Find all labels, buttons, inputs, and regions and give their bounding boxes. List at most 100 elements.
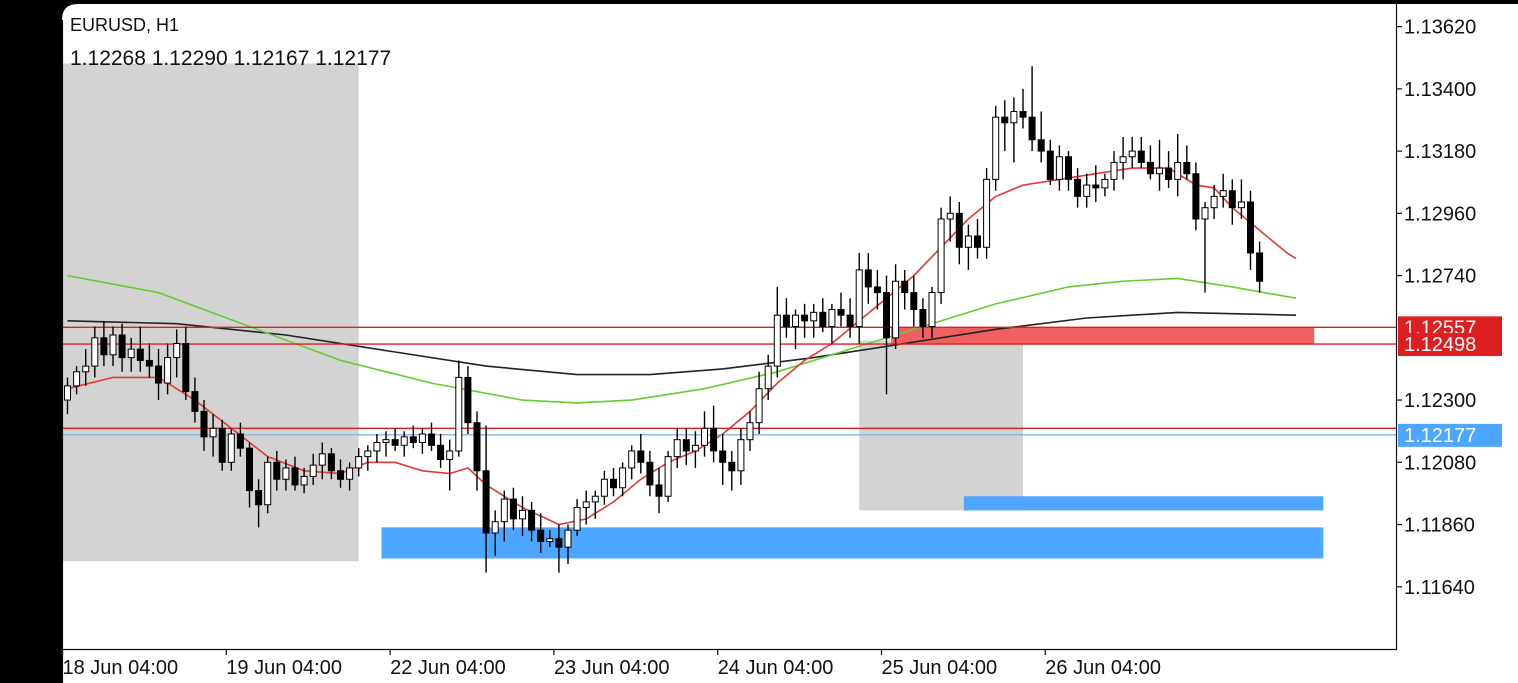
candle-124 xyxy=(1192,162,1200,231)
candle-29 xyxy=(327,448,335,480)
candle-110 xyxy=(1065,151,1072,191)
candle-0 xyxy=(64,377,71,415)
candle-102 xyxy=(992,105,1000,191)
candle-6 xyxy=(118,323,126,372)
candle-20 xyxy=(246,442,253,508)
candle-body-113 xyxy=(1092,184,1100,189)
candle-55 xyxy=(564,524,572,565)
price-axis[interactable]: 1.13620 1.13400 1.13180 1.12960 1.12740 1.123… xyxy=(1396,17,1476,599)
candle-129 xyxy=(1237,179,1245,219)
candle-25 xyxy=(291,456,299,491)
candle-109 xyxy=(1055,145,1063,191)
candle-13 xyxy=(182,326,190,401)
candle-body-52 xyxy=(537,529,545,542)
candle-4 xyxy=(100,320,108,367)
candle-body-88 xyxy=(864,269,872,288)
y-tick-label-2: 1.13180 xyxy=(1404,141,1476,163)
candle-19 xyxy=(236,422,244,457)
y-tick-label-3: 1.12960 xyxy=(1404,203,1476,225)
candle-106 xyxy=(1028,66,1036,152)
candle-body-24 xyxy=(282,467,290,480)
candle-57 xyxy=(582,490,590,525)
y-tick-label-8: 1.11640 xyxy=(1404,577,1475,599)
candle-90 xyxy=(883,275,890,395)
candle-126 xyxy=(1210,185,1218,219)
candle-body-22 xyxy=(264,461,272,506)
candle-80 xyxy=(792,309,799,350)
candle-body-4 xyxy=(100,337,108,356)
candle-body-15 xyxy=(200,410,208,438)
candle-body-104 xyxy=(1010,111,1018,124)
candle-70 xyxy=(701,411,708,457)
candle-body-36 xyxy=(391,439,399,446)
candle-body-60 xyxy=(610,478,617,489)
candle-body-105 xyxy=(1019,111,1027,118)
candle-1 xyxy=(73,366,81,395)
candle-body-127 xyxy=(1219,190,1227,197)
time-axis[interactable]: 18 Jun 04:00 19 Jun 04:00 22 Jun 04:00 23 J… xyxy=(61,649,1161,679)
candle-body-50 xyxy=(519,509,526,520)
candle-body-20 xyxy=(246,447,253,492)
candle-body-129 xyxy=(1237,201,1245,209)
candle-81 xyxy=(801,303,809,338)
candle-body-74 xyxy=(737,439,745,472)
candle-44 xyxy=(464,366,472,434)
candle-56 xyxy=(573,499,581,536)
candle-body-109 xyxy=(1055,156,1063,180)
candle-100 xyxy=(974,219,981,259)
candle-body-110 xyxy=(1065,156,1072,180)
candle-22 xyxy=(264,456,272,514)
resistance-zone-4 xyxy=(891,327,1315,345)
candle-body-102 xyxy=(992,116,1000,180)
candle-82 xyxy=(810,303,818,338)
candle-43 xyxy=(455,360,463,457)
y-tick-label-0: 1.13620 xyxy=(1404,17,1476,39)
symbol-timeframe-label: EURUSD, H1 xyxy=(70,15,179,35)
candle-67 xyxy=(673,428,681,468)
candle-body-53 xyxy=(546,538,554,543)
candle-75 xyxy=(746,411,754,451)
candle-93 xyxy=(910,275,918,327)
candle-body-78 xyxy=(773,314,781,367)
candle-body-13 xyxy=(182,342,190,393)
candle-body-119 xyxy=(1146,161,1154,175)
candle-38 xyxy=(409,425,417,449)
candle-31 xyxy=(346,462,354,491)
candle-86 xyxy=(846,298,854,338)
x-tick-label-2: 22 Jun 04:00 xyxy=(390,657,506,679)
y-tick-label-4: 1.12740 xyxy=(1404,266,1476,288)
candle-body-43 xyxy=(455,376,463,452)
candle-68 xyxy=(682,428,690,466)
candle-body-40 xyxy=(428,433,435,446)
candle-74 xyxy=(737,428,745,485)
candle-60 xyxy=(610,467,617,497)
candles xyxy=(64,66,1264,573)
candle-body-32 xyxy=(355,456,363,469)
candle-88 xyxy=(864,252,872,304)
candle-39 xyxy=(418,428,426,454)
candle-body-7 xyxy=(127,348,135,359)
candle-body-17 xyxy=(218,427,226,463)
candle-body-85 xyxy=(837,309,845,316)
candle-69 xyxy=(691,431,699,468)
candle-body-3 xyxy=(91,337,99,367)
candle-121 xyxy=(1165,151,1173,188)
candle-23 xyxy=(273,450,281,491)
candle-body-120 xyxy=(1156,167,1163,175)
candle-105 xyxy=(1019,88,1027,129)
candle-body-75 xyxy=(746,422,754,441)
candle-14 xyxy=(191,377,199,423)
candle-30 xyxy=(337,459,344,488)
candle-body-72 xyxy=(719,450,727,463)
candle-body-12 xyxy=(173,342,181,359)
candle-116 xyxy=(1119,136,1127,180)
candle-body-30 xyxy=(337,470,344,480)
candle-64 xyxy=(646,450,654,497)
candle-120 xyxy=(1156,139,1163,191)
candle-51 xyxy=(528,501,536,542)
candle-17 xyxy=(218,419,226,471)
candle-11 xyxy=(164,343,172,395)
candle-body-80 xyxy=(792,314,799,327)
